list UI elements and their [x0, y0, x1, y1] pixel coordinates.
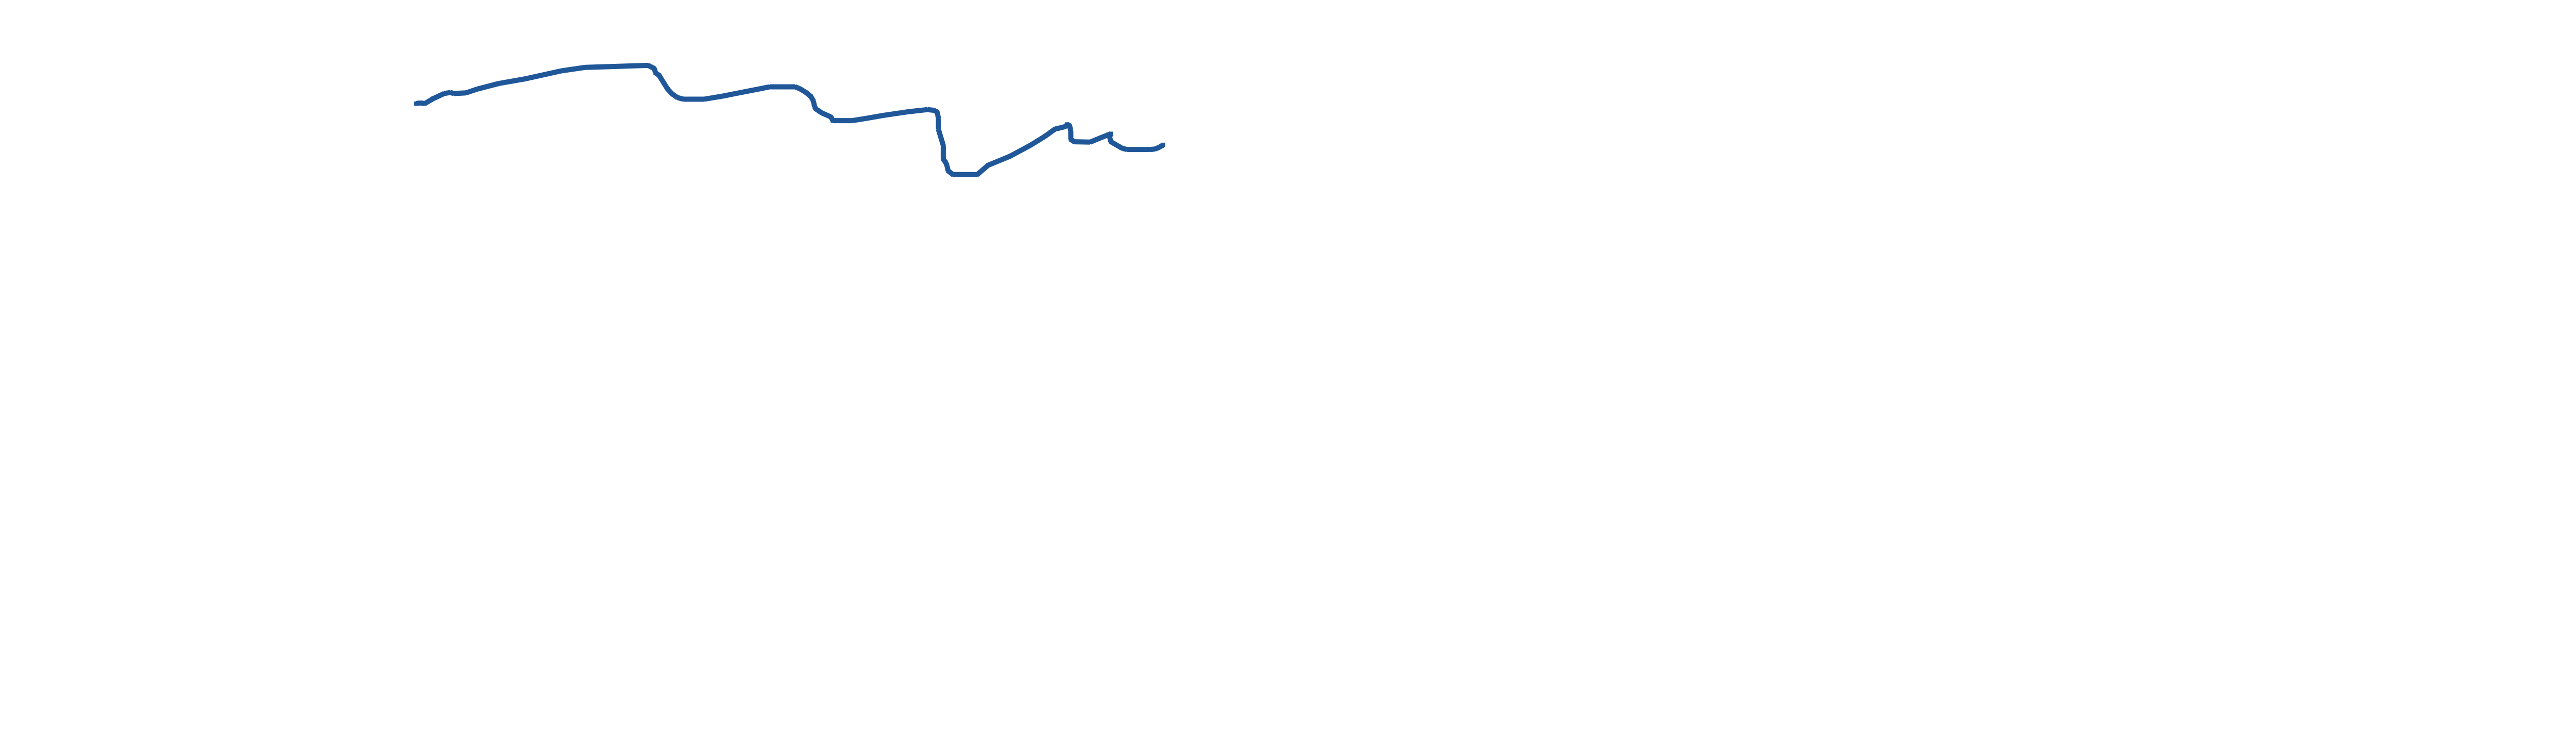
series-0-point-9	[497, 81, 501, 86]
series-0-segment-23	[722, 91, 736, 99]
series-0-point-0	[414, 102, 418, 106]
series-0-point-27	[793, 85, 798, 89]
series-0-point-54	[986, 163, 991, 167]
series-0-point-40	[882, 113, 886, 117]
series-0-point-5	[448, 90, 452, 95]
series-0-segment-39	[866, 112, 885, 121]
series-0-point-70	[1107, 135, 1112, 139]
series-0-point-57	[1043, 134, 1047, 139]
series-0-point-45	[936, 116, 941, 121]
series-0-point-65	[1072, 140, 1077, 144]
series-0-segment-10	[525, 68, 563, 81]
series-0-point-74	[1147, 147, 1152, 152]
series-0-point-59	[1059, 125, 1063, 130]
series-0-point-66	[1088, 140, 1093, 144]
series-0-point-33	[814, 107, 818, 111]
series-0-point-3	[431, 96, 435, 101]
series-0-point-21	[681, 97, 686, 102]
series-0-point-34	[820, 111, 824, 115]
series-0-point-53	[975, 172, 979, 177]
series-0-point-16	[653, 71, 658, 75]
series-0-segment-8	[476, 81, 500, 92]
series-0-point-28	[798, 87, 802, 91]
series-0-segment-12	[585, 62, 649, 70]
series-0-segment-24	[735, 87, 757, 96]
series-0-point-52	[951, 172, 955, 177]
series-0-point-13	[646, 63, 651, 68]
series-0-point-17	[657, 73, 662, 78]
series-0-point-73	[1124, 147, 1129, 152]
series-0-point-10	[523, 76, 528, 81]
series-0-point-2	[422, 102, 427, 106]
series-0-point-24	[733, 91, 738, 96]
plot-area	[414, 62, 1165, 177]
series-0-point-11	[560, 69, 564, 73]
series-0-point-26	[767, 85, 772, 89]
series-0-point-29	[804, 90, 808, 95]
series-0-point-30	[809, 94, 813, 99]
series-0-point-6	[452, 91, 456, 96]
series-0-point-25	[754, 87, 758, 92]
series-0-point-71	[1109, 140, 1113, 144]
series-0-point-44	[935, 110, 940, 114]
series-0-point-55	[1008, 154, 1012, 159]
series-0-segment-40	[883, 109, 910, 118]
series-0-point-67	[1095, 137, 1100, 141]
series-0-point-38	[850, 119, 855, 123]
series-0-point-41	[907, 109, 911, 114]
series-0-point-7	[464, 91, 468, 95]
series-0-point-75	[1153, 147, 1157, 151]
series-0-point-78	[1161, 142, 1165, 147]
series-0-point-22	[702, 97, 706, 102]
series-0-point-72	[1120, 146, 1124, 150]
series-0-segment-9	[498, 76, 526, 86]
series-0-point-64	[1069, 137, 1073, 142]
series-0-point-68	[1106, 132, 1111, 137]
series-0-point-32	[812, 104, 817, 109]
series-0-point-63	[1069, 129, 1073, 133]
series-0-point-14	[648, 64, 653, 69]
series-0-point-47	[941, 143, 945, 148]
series-0-point-69	[1109, 131, 1113, 136]
series-0-point-31	[811, 98, 816, 103]
series-0-segment-38	[852, 115, 868, 124]
series-0-point-15	[652, 66, 656, 71]
series-0-point-76	[1156, 145, 1161, 150]
series-0-point-50	[945, 163, 949, 168]
series-0-point-43	[931, 108, 936, 112]
series-0-point-36	[829, 115, 834, 120]
series-0-point-23	[720, 94, 724, 98]
series-0-segment-11	[562, 64, 586, 74]
series-0-point-58	[1053, 127, 1057, 131]
series-0-point-56	[1028, 143, 1033, 147]
series-0-segment-41	[909, 107, 928, 114]
series-0-point-39	[865, 116, 869, 121]
series-0-point-42	[925, 107, 930, 112]
series-0-point-20	[675, 95, 680, 100]
series-0-point-8	[474, 87, 479, 91]
series-0-point-12	[583, 65, 587, 70]
series-0-point-49	[943, 160, 948, 165]
series-0-point-62	[1067, 123, 1072, 128]
series-0-point-18	[665, 87, 670, 91]
series-0-point-19	[670, 92, 675, 96]
series-0-point-4	[442, 91, 447, 96]
series-0-segment-54	[987, 154, 1011, 168]
series-0-segment-46	[936, 128, 946, 146]
series-0-segment-55	[1009, 143, 1032, 159]
series-0-segment-17	[657, 74, 670, 91]
series-0-point-1	[418, 100, 422, 105]
series-0-point-61	[1065, 122, 1070, 127]
series-0-point-51	[946, 168, 951, 173]
series-0-point-46	[936, 127, 941, 132]
series-0-segment-56	[1029, 133, 1047, 147]
series-0-point-48	[941, 157, 945, 161]
series-0-point-37	[831, 119, 835, 123]
series-0-segment-25	[756, 84, 770, 92]
series-0-segment-22	[703, 93, 723, 102]
